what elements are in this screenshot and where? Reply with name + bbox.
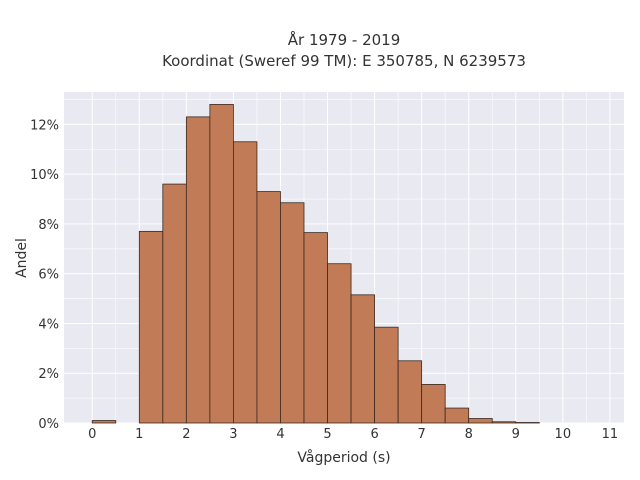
histogram-bar: [233, 141, 258, 424]
x-tick-label: 8: [465, 427, 473, 442]
chart-subtitle: Koordinat (Sweref 99 TM): E 350785, N 62…: [162, 52, 526, 70]
histogram-bar: [209, 104, 234, 424]
y-tick-label: 6%: [38, 268, 59, 283]
x-tick-label: 5: [323, 427, 331, 442]
histogram-bar: [91, 420, 117, 424]
histogram-bar: [162, 183, 187, 424]
y-tick-label: 10%: [30, 168, 59, 183]
x-tick-label: 11: [602, 427, 619, 442]
histogram-bar: [256, 191, 281, 424]
x-tick-label: 1: [135, 427, 143, 442]
y-tick-label: 8%: [38, 218, 59, 233]
x-tick-label: 9: [512, 427, 520, 442]
y-tick-label: 0%: [38, 417, 59, 432]
y-axis-ticks: 0% 2% 4% 6% 8% 10% 12%: [30, 118, 59, 432]
histogram-bar: [280, 202, 305, 424]
histogram-bar: [444, 407, 470, 424]
histogram-bar: [374, 326, 399, 424]
histogram-bar: [468, 418, 493, 424]
y-tick-label: 4%: [38, 317, 59, 332]
x-tick-label: 4: [276, 427, 284, 442]
x-tick-label: 10: [555, 427, 572, 442]
histogram-bar: [327, 263, 352, 424]
x-tick-label: 6: [370, 427, 378, 442]
histogram-bar: [397, 360, 423, 424]
x-axis-ticks: 0 1 2 3 4 5 6 7 8 9 10 11: [88, 427, 618, 442]
histogram-bar: [185, 116, 211, 424]
histogram-bar: [138, 230, 164, 424]
x-tick-label: 7: [418, 427, 426, 442]
histogram-bar: [350, 294, 375, 424]
x-tick-label: 0: [88, 427, 96, 442]
bars-group: [91, 104, 540, 424]
x-tick-label: 2: [182, 427, 190, 442]
histogram-bar: [491, 421, 517, 424]
y-tick-label: 2%: [38, 367, 59, 382]
histogram-bar: [421, 384, 446, 424]
y-tick-label: 12%: [30, 118, 59, 133]
y-axis-label: Andel: [14, 238, 30, 278]
x-tick-label: 3: [229, 427, 237, 442]
histogram-bar: [303, 232, 328, 424]
x-axis-label: Vågperiod (s): [297, 449, 390, 466]
chart-title: År 1979 - 2019: [288, 30, 401, 49]
